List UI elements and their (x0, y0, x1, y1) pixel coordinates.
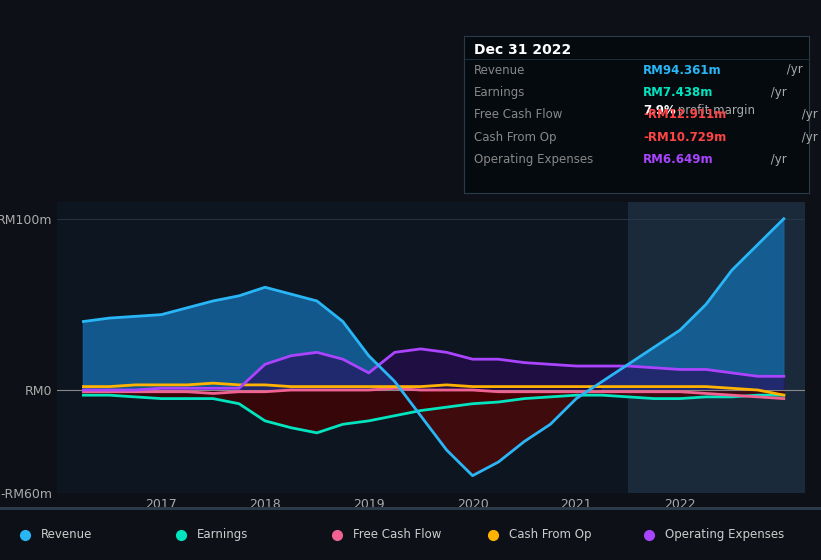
Text: RM7.438m: RM7.438m (643, 86, 713, 99)
Text: 7.9%: 7.9% (643, 104, 676, 117)
Text: Cash From Op: Cash From Op (509, 528, 591, 542)
Text: Earnings: Earnings (197, 528, 249, 542)
Text: Operating Expenses: Operating Expenses (475, 153, 594, 166)
Text: profit margin: profit margin (674, 104, 755, 117)
Text: Revenue: Revenue (475, 63, 525, 77)
Text: /yr: /yr (798, 108, 818, 122)
Text: /yr: /yr (768, 86, 787, 99)
Text: /yr: /yr (798, 130, 818, 144)
Text: /yr: /yr (783, 63, 803, 77)
Text: RM94.361m: RM94.361m (643, 63, 722, 77)
Text: /yr: /yr (768, 153, 787, 166)
Text: -RM10.729m: -RM10.729m (643, 130, 727, 144)
Text: Dec 31 2022: Dec 31 2022 (475, 43, 571, 57)
Text: Earnings: Earnings (475, 86, 525, 99)
Text: Cash From Op: Cash From Op (475, 130, 557, 144)
Text: RM6.649m: RM6.649m (643, 153, 713, 166)
Text: Revenue: Revenue (41, 528, 93, 542)
Text: Operating Expenses: Operating Expenses (665, 528, 784, 542)
Text: Free Cash Flow: Free Cash Flow (475, 108, 562, 122)
Bar (628, 202, 805, 493)
Text: -RM12.911m: -RM12.911m (643, 108, 727, 122)
Text: Free Cash Flow: Free Cash Flow (353, 528, 442, 542)
